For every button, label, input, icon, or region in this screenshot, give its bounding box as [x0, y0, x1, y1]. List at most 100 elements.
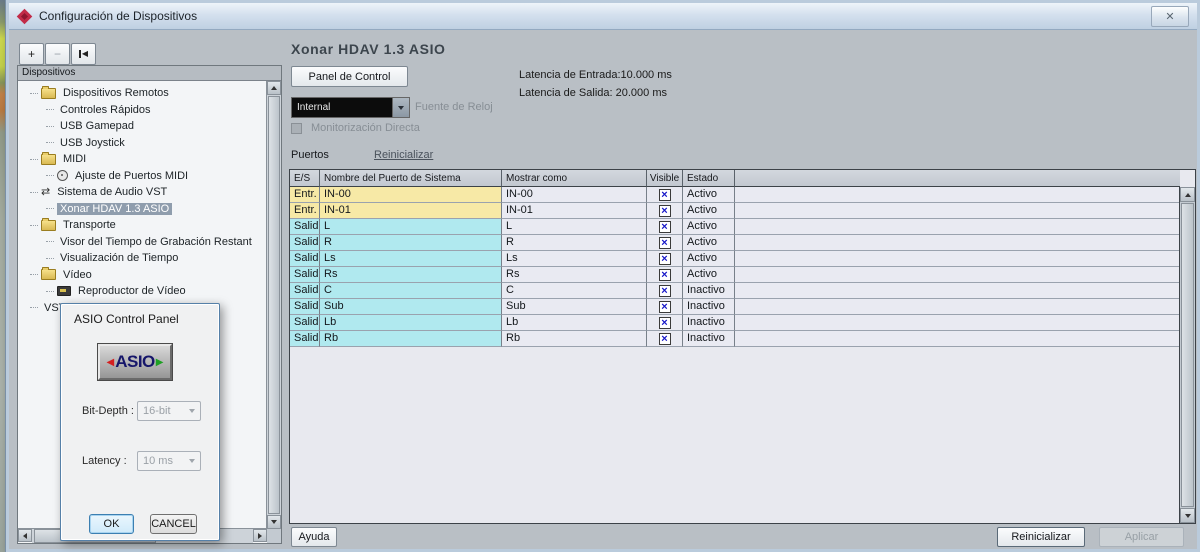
visible-checkbox[interactable]: × — [658, 300, 671, 313]
titlebar[interactable]: Configuración de Dispositivos ✕ — [9, 3, 1197, 30]
port-io-cell: Salida — [290, 267, 320, 283]
ports-table: E/S Nombre del Puerto de Sistema Mostrar c… — [289, 169, 1196, 524]
table-vertical-scrollbar[interactable] — [1179, 187, 1195, 523]
tree-item-visor-del-tiempo-de-grabaci-n-restant[interactable]: Visor del Tiempo de Grabación Restant — [18, 234, 267, 251]
tree-vertical-scrollbar[interactable] — [266, 81, 281, 529]
remove-device-button[interactable]: − — [45, 43, 70, 65]
visible-checkbox[interactable]: × — [658, 204, 671, 217]
port-visible-cell: × — [647, 267, 683, 283]
port-show-as-cell[interactable]: Lb — [502, 315, 647, 331]
port-name-cell[interactable]: R — [320, 235, 502, 251]
visible-checkbox[interactable]: × — [658, 252, 671, 265]
visible-checkbox[interactable]: × — [658, 332, 671, 345]
video-player-icon — [57, 286, 71, 297]
port-show-as-cell[interactable]: L — [502, 219, 647, 235]
port-state-cell: Activo — [683, 187, 735, 203]
port-visible-cell: × — [647, 219, 683, 235]
port-filler-cell — [735, 267, 1180, 283]
clock-source-dropdown-button[interactable] — [392, 98, 409, 117]
port-name-cell[interactable]: C — [320, 283, 502, 299]
arrow-up-icon — [1184, 192, 1191, 197]
port-show-as-cell[interactable]: Rb — [502, 331, 647, 347]
tree-item-label: Vídeo — [63, 268, 92, 281]
direct-monitoring-checkbox[interactable] — [291, 123, 302, 134]
ports-label: Puertos — [291, 149, 329, 161]
cancel-button[interactable]: CANCEL — [150, 514, 197, 534]
reset-ports-link[interactable]: Reinicializar — [374, 149, 434, 161]
port-show-as-cell[interactable]: Rs — [502, 267, 647, 283]
column-header-nombre-del-puerto-de-sistema[interactable]: Nombre del Puerto de Sistema — [320, 170, 502, 187]
tree-item-visualizaci-n-de-tiempo[interactable]: Visualización de Tiempo — [18, 250, 267, 267]
visible-checkbox[interactable]: × — [658, 220, 671, 233]
port-show-as-cell[interactable]: Sub — [502, 299, 647, 315]
scroll-down-button[interactable] — [267, 515, 281, 529]
direct-monitoring-label: Monitorización Directa — [311, 122, 420, 134]
reset-button[interactable]: Reinicializar — [997, 527, 1085, 547]
port-row-rs: SalidaRsRs×Activo — [290, 267, 1180, 283]
help-button[interactable]: Ayuda — [291, 527, 337, 547]
tree-item-usb-joystick[interactable]: USB Joystick — [18, 135, 267, 152]
visible-checkbox[interactable]: × — [658, 284, 671, 297]
column-header-mostrar-como[interactable]: Mostrar como — [502, 170, 647, 187]
scroll-up-button[interactable] — [1180, 187, 1195, 202]
port-show-as-cell[interactable]: R — [502, 235, 647, 251]
port-name-cell[interactable]: Lb — [320, 315, 502, 331]
port-show-as-cell[interactable]: IN-01 — [502, 203, 647, 219]
clock-source-select[interactable]: Internal — [291, 97, 410, 118]
close-button[interactable]: ✕ — [1151, 5, 1189, 27]
port-io-cell: Salida — [290, 235, 320, 251]
tree-item-dispositivos-remotos[interactable]: Dispositivos Remotos — [18, 85, 267, 102]
tree-item-label: Dispositivos Remotos — [63, 87, 169, 100]
tree-item-usb-gamepad[interactable]: USB Gamepad — [18, 118, 267, 135]
ok-button[interactable]: OK — [89, 514, 134, 534]
audio-system-icon: ⇄ — [41, 185, 51, 198]
port-io-cell: Salida — [290, 219, 320, 235]
tree-item-sistema-de-audio-vst[interactable]: ⇄ Sistema de Audio VST — [18, 184, 267, 201]
port-filler-cell — [735, 251, 1180, 267]
column-header-estado[interactable]: Estado — [683, 170, 735, 187]
add-device-button[interactable]: + — [19, 43, 44, 65]
visible-checkbox[interactable]: × — [658, 188, 671, 201]
column-header-visible[interactable]: Visible — [647, 170, 683, 187]
tree-item-v-deo[interactable]: Vídeo — [18, 267, 267, 284]
port-name-cell[interactable]: Sub — [320, 299, 502, 315]
visible-checkbox[interactable]: × — [658, 236, 671, 249]
tree-item-ajuste-de-puertos-midi[interactable]: Ajuste de Puertos MIDI — [18, 168, 267, 185]
scroll-right-button[interactable] — [253, 529, 267, 542]
port-name-cell[interactable]: IN-01 — [320, 203, 502, 219]
port-name-cell[interactable]: Ls — [320, 251, 502, 267]
scroll-left-button[interactable] — [18, 529, 32, 542]
tree-item-transporte[interactable]: Transporte — [18, 217, 267, 234]
tree-item-xonar-hdav-1-3-asio[interactable]: Xonar HDAV 1.3 ASIO — [18, 201, 267, 218]
scrollbar-thumb[interactable] — [1181, 203, 1194, 507]
clock-source-label: Fuente de Reloj — [415, 101, 493, 113]
reset-devices-button[interactable]: ◀ — [71, 43, 96, 65]
tree-item-label: Visor del Tiempo de Grabación Restant — [60, 235, 252, 248]
input-latency-value: 10.000 ms — [620, 69, 672, 81]
port-io-cell: Salida — [290, 331, 320, 347]
scroll-down-button[interactable] — [1180, 508, 1195, 523]
port-state-cell: Activo — [683, 235, 735, 251]
tree-item-controles-r-pidos[interactable]: Controles Rápidos — [18, 102, 267, 119]
port-name-cell[interactable]: L — [320, 219, 502, 235]
visible-checkbox[interactable]: × — [658, 316, 671, 329]
column-header-e-s[interactable]: E/S — [290, 170, 320, 187]
close-icon: ✕ — [1165, 10, 1175, 23]
tree-item-label: Ajuste de Puertos MIDI — [75, 169, 189, 182]
port-show-as-cell[interactable]: IN-00 — [502, 187, 647, 203]
port-name-cell[interactable]: Rb — [320, 331, 502, 347]
tree-item-reproductor-de-v-deo[interactable]: Reproductor de Vídeo — [18, 283, 267, 300]
port-show-as-cell[interactable]: Ls — [502, 251, 647, 267]
port-name-cell[interactable]: Rs — [320, 267, 502, 283]
visible-checkbox[interactable]: × — [658, 268, 671, 281]
table-header-row: E/S Nombre del Puerto de Sistema Mostrar c… — [290, 170, 1180, 187]
port-row-in-00: Entr. IN-00 IN-00 × Activo — [290, 187, 1180, 203]
control-panel-button[interactable]: Panel de Control — [291, 66, 408, 87]
tree-item-midi[interactable]: MIDI — [18, 151, 267, 168]
scrollbar-thumb[interactable] — [268, 96, 280, 514]
port-name-cell[interactable]: IN-00 — [320, 187, 502, 203]
port-show-as-cell[interactable]: C — [502, 283, 647, 299]
arrow-down-icon — [1184, 513, 1191, 518]
scroll-up-button[interactable] — [267, 81, 281, 95]
port-filler-cell — [735, 283, 1180, 299]
